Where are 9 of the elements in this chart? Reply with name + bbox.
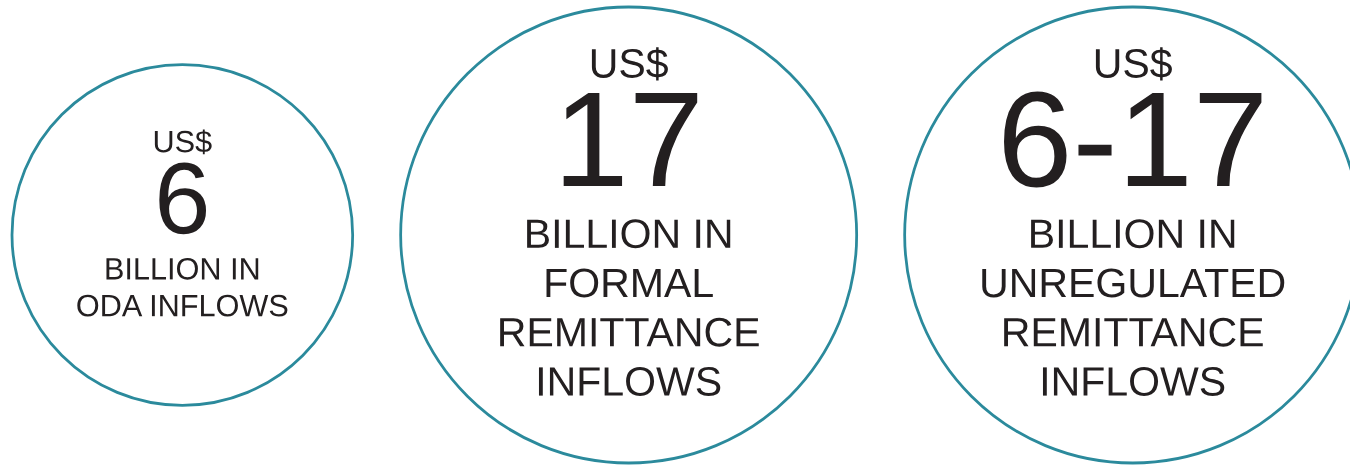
text: US$: [591, 47, 668, 81]
text: US$: [1095, 47, 1172, 81]
category-label: BILLION IN UNREGULATED REMITTANCE INFLOWS: [982, 219, 1285, 397]
data-label: 6: [159, 162, 207, 235]
category-label: BILLION IN ODA INFLOWS: [77, 257, 288, 317]
text: US$: [154, 129, 212, 155]
category-label: BILLION IN FORMAL REMITTANCE INFLOWS: [500, 219, 759, 397]
data-label: 6-17: [1004, 91, 1262, 188]
data-label: 17: [563, 92, 698, 187]
